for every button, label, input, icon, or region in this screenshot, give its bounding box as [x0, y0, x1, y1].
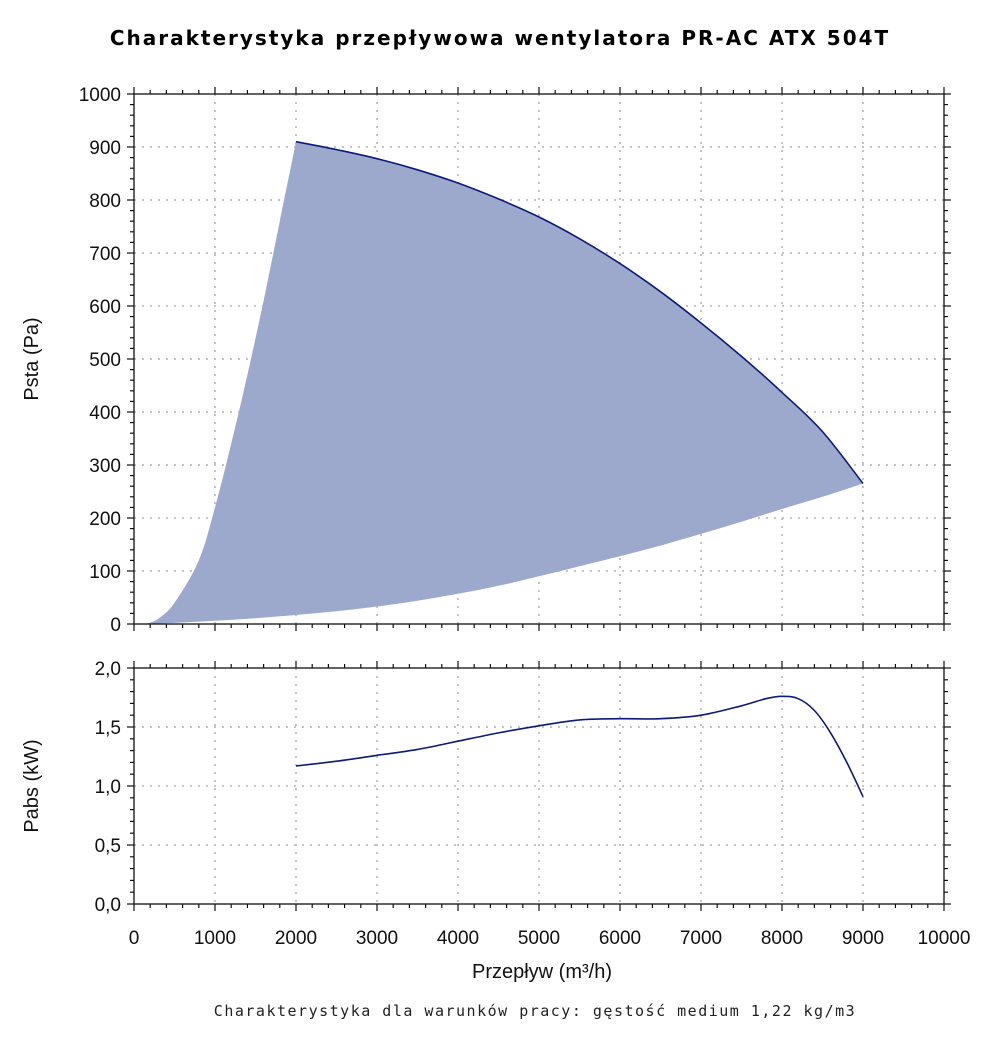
pressure-y-axis-label: Psta (Pa)	[21, 317, 43, 400]
y-tick-label: 2,0	[95, 659, 121, 680]
x-tick-label: 1000	[194, 928, 236, 949]
x-tick-label: 8000	[761, 928, 803, 949]
x-tick-labels: 0 1000 2000 3000 4000 5000 6000 7000 8000 9000 100…	[129, 928, 971, 949]
y-tick-label: 300	[89, 456, 121, 477]
power-grid	[134, 668, 944, 904]
chart-title: Charakterystyka przepływowa wentylatora …	[110, 26, 890, 50]
x-axis-label: Przepływ (m³/h)	[472, 961, 612, 983]
y-tick-label: 900	[89, 138, 121, 159]
x-tick-label: 9000	[842, 928, 884, 949]
power-tick-marks	[127, 661, 951, 911]
power-panel: 0,0 0,5 1,0 1,5 2,0 0 1000 2000 3000 4000 5000 600…	[21, 659, 970, 983]
x-tick-label: 7000	[680, 928, 722, 949]
y-tick-label: 100	[89, 562, 121, 583]
x-tick-label: 6000	[599, 928, 641, 949]
power-y-axis-label: Pabs (kW)	[21, 739, 43, 832]
pressure-panel: 0 100 200 300 400 500 600 700 800 900 1000 Psta (P…	[21, 85, 951, 636]
y-tick-label: 0,0	[95, 895, 121, 916]
y-tick-label: 1,0	[95, 777, 121, 798]
x-tick-label: 4000	[437, 928, 479, 949]
x-tick-label: 2000	[275, 928, 317, 949]
pressure-curve	[295, 140, 864, 484]
pressure-tick-marks	[127, 87, 951, 631]
power-curve	[295, 695, 864, 797]
x-tick-label: 10000	[918, 928, 971, 949]
power-y-tick-labels: 0,0 0,5 1,0 1,5 2,0	[95, 659, 121, 916]
y-tick-label: 1000	[79, 85, 121, 106]
y-tick-label: 1,5	[95, 718, 121, 739]
y-tick-label: 600	[89, 297, 121, 318]
footnote: Charakterystyka dla warunków pracy: gęst…	[214, 1002, 856, 1020]
y-tick-label: 0	[110, 615, 121, 636]
y-tick-label: 0,5	[95, 836, 121, 857]
y-tick-label: 800	[89, 191, 121, 212]
y-tick-label: 200	[89, 509, 121, 530]
y-tick-label: 500	[89, 350, 121, 371]
x-tick-label: 3000	[356, 928, 398, 949]
pressure-area	[146, 141, 863, 624]
y-tick-label: 700	[89, 244, 121, 265]
x-tick-label: 0	[129, 928, 140, 949]
y-tick-label: 400	[89, 403, 121, 424]
pressure-y-tick-labels: 0 100 200 300 400 500 600 700 800 900 1000	[79, 85, 121, 636]
x-tick-label: 5000	[518, 928, 560, 949]
